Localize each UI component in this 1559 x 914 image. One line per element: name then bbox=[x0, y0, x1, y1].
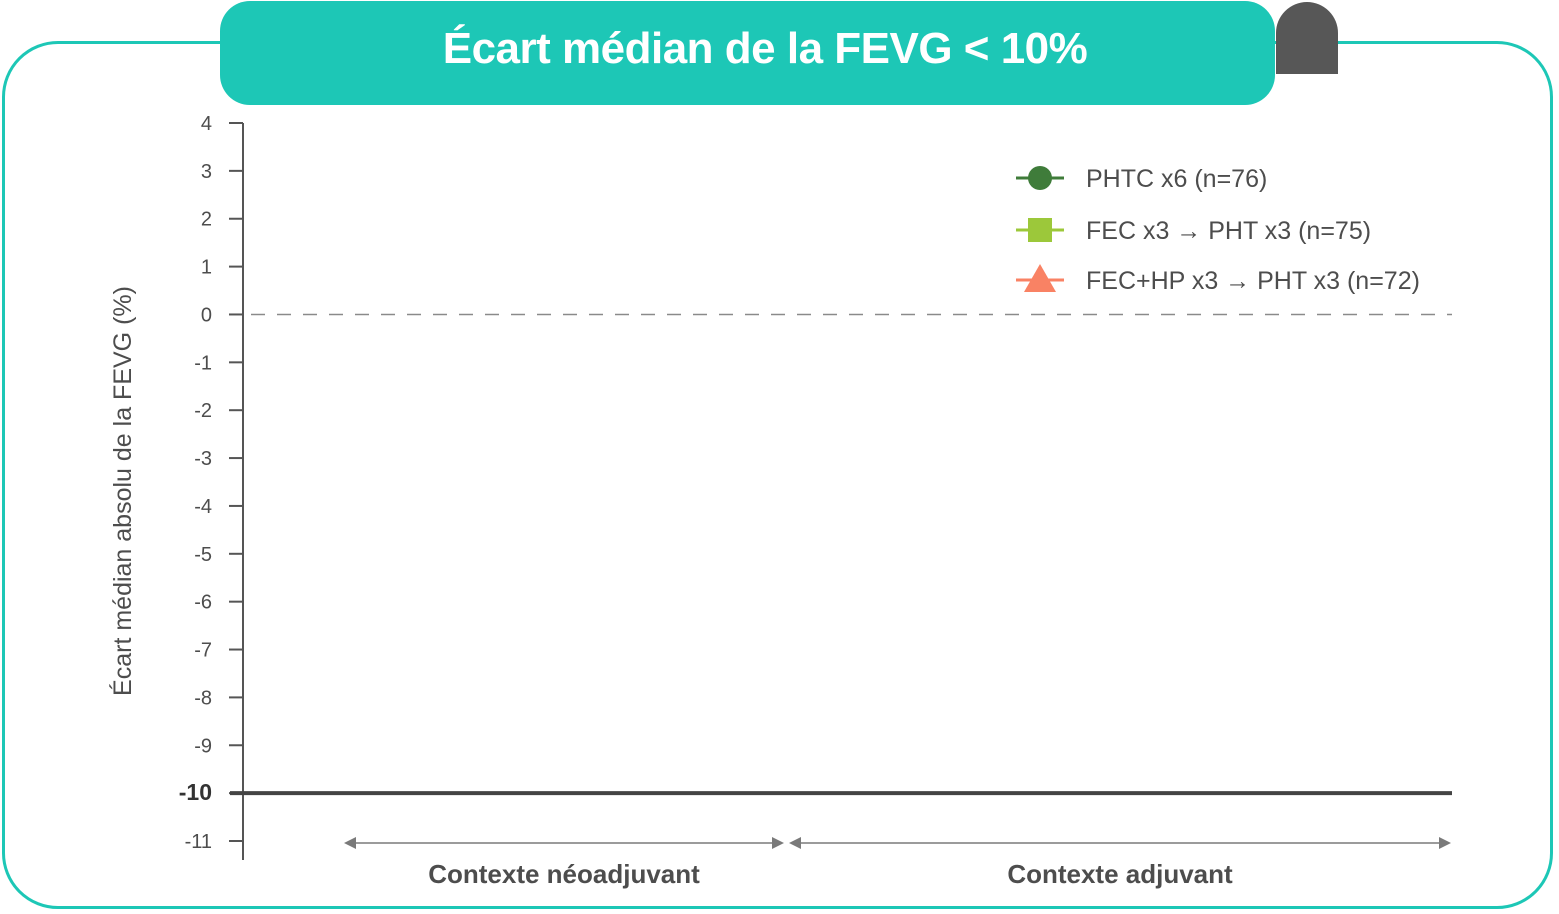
context-range: Contexte néoadjuvant bbox=[344, 837, 784, 889]
y-tick-label: -6 bbox=[194, 592, 212, 614]
legend-item: FEC+HP x3 → PHT x3 (n=72) bbox=[1016, 264, 1420, 295]
y-tick-label: -10 bbox=[179, 779, 212, 805]
context-arrow-head-left bbox=[344, 837, 356, 849]
y-tick-label: -3 bbox=[194, 448, 212, 470]
legend-label: FEC x3 → PHT x3 (n=75) bbox=[1086, 217, 1371, 245]
legend-label: FEC+HP x3 → PHT x3 (n=72) bbox=[1086, 267, 1420, 295]
y-tick-label: 3 bbox=[201, 161, 212, 183]
y-tick-label: -2 bbox=[194, 400, 212, 422]
y-tick-label: -7 bbox=[194, 640, 212, 662]
chart-title: Écart médian de la FEVG < 10% bbox=[442, 24, 1088, 73]
legend-marker-circle bbox=[1028, 166, 1052, 190]
y-tick-label: 0 bbox=[201, 304, 212, 326]
title-tab bbox=[220, 1, 1275, 105]
y-tick-label: 4 bbox=[201, 113, 212, 135]
y-tick-label: -8 bbox=[194, 687, 212, 709]
y-tick-label: -4 bbox=[194, 496, 212, 518]
context-arrow-head-left bbox=[789, 837, 801, 849]
legend-label: PHTC x6 (n=76) bbox=[1086, 165, 1267, 193]
y-axis-label: Écart médian absolu de la FEVG (%) bbox=[108, 286, 137, 696]
y-tick-label: 2 bbox=[201, 209, 212, 231]
context-range: Contexte adjuvant bbox=[789, 837, 1451, 889]
y-tick-label: -1 bbox=[194, 352, 212, 374]
legend: PHTC x6 (n=76) FEC x3 → PHT x3 (n=75) FEC+… bbox=[1016, 165, 1420, 295]
context-arrow-head-right bbox=[772, 837, 784, 849]
y-axis: 4 3 2 1 0 -1 -2 -3 -4 -5 -6 -7 -8 -9 -10 -11 bbox=[179, 113, 244, 860]
legend-item: PHTC x6 (n=76) bbox=[1016, 165, 1267, 193]
reference-lines bbox=[230, 313, 1452, 796]
y-tick-label: -11 bbox=[185, 831, 212, 853]
y-tick-label: 1 bbox=[201, 257, 212, 279]
context-label: Contexte néoadjuvant bbox=[428, 859, 700, 889]
context-ranges: Contexte néoadjuvant Contexte adjuvant bbox=[344, 837, 1451, 889]
legend-marker-triangle bbox=[1024, 264, 1056, 292]
legend-marker-square bbox=[1028, 218, 1052, 242]
y-tick-label: -9 bbox=[194, 735, 212, 757]
context-arrow-head-right bbox=[1439, 837, 1451, 849]
y-tick-label: -5 bbox=[194, 544, 212, 566]
legend-item: FEC x3 → PHT x3 (n=75) bbox=[1016, 217, 1371, 245]
title-tab-shadow bbox=[1276, 2, 1338, 74]
context-label: Contexte adjuvant bbox=[1007, 859, 1233, 889]
